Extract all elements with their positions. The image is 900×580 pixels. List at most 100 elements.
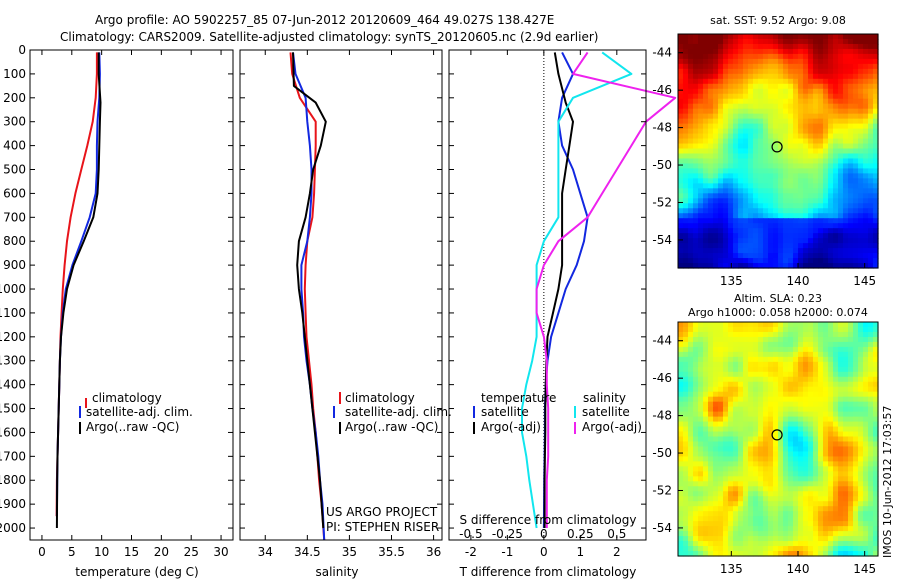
map-cell (783, 83, 789, 90)
map-cell (733, 143, 739, 150)
map-cell (843, 53, 849, 60)
map-cell (753, 218, 759, 224)
map-cell (738, 128, 744, 135)
map-cell (678, 441, 684, 448)
map-cell (813, 208, 819, 214)
map-ytick-label: -48 (652, 409, 672, 423)
map-cell (848, 248, 854, 254)
map-cell (783, 471, 789, 477)
map-ytick-label: -52 (652, 195, 672, 209)
map-cell (688, 521, 694, 527)
map-cell (833, 78, 839, 85)
map-cell (743, 401, 749, 408)
map-cell (823, 163, 829, 170)
map-cell (698, 88, 704, 95)
map-cell (798, 331, 804, 338)
map-cell (783, 108, 789, 115)
map-cell (763, 536, 769, 542)
map-cell (848, 526, 854, 532)
map-cell (733, 108, 739, 115)
map-cell (858, 103, 864, 110)
map-cell (783, 258, 789, 264)
map-cell (793, 436, 799, 443)
map-cell (753, 421, 759, 428)
map-cell (858, 248, 864, 254)
xtick-label: 20 (154, 545, 169, 559)
map-cell (843, 511, 849, 517)
map-cell (778, 386, 784, 393)
map-cell (813, 486, 819, 492)
map-cell (803, 83, 809, 90)
map-cell (708, 326, 714, 333)
legend-label-temp-argo: Argo(-adj) (481, 420, 541, 434)
map-cell (818, 148, 824, 155)
salinity-xlabel: salinity (315, 565, 358, 579)
map-cell (713, 93, 719, 100)
map-cell (738, 516, 744, 522)
map-cell (678, 326, 684, 333)
map-cell (718, 431, 724, 438)
map-cell (853, 198, 859, 204)
map-cell (768, 228, 774, 234)
map-cell (693, 391, 699, 398)
legend-title-salinity: salinity (583, 391, 626, 405)
map-cell (768, 351, 774, 358)
map-cell (778, 198, 784, 204)
map-cell (823, 351, 829, 358)
map-cell (728, 153, 734, 160)
map-cell (733, 391, 739, 398)
map-cell (813, 158, 819, 165)
map-cell (768, 93, 774, 100)
map-cell (733, 361, 739, 368)
map-cell (688, 93, 694, 100)
map-cell (838, 83, 844, 90)
map-cell (823, 253, 829, 259)
map-cell (743, 158, 749, 165)
map-cell (758, 346, 764, 353)
map-cell (723, 506, 729, 512)
map-cell (868, 381, 874, 388)
map-cell (798, 168, 804, 175)
map-cell (838, 476, 844, 482)
map-cell (773, 218, 779, 224)
map-cell (848, 83, 854, 90)
map-cell (768, 516, 774, 522)
map-cell (818, 58, 824, 65)
map-cell (758, 168, 764, 175)
map-cell (823, 516, 829, 522)
map-cell (708, 456, 714, 463)
map-cell (703, 551, 709, 557)
map-cell (723, 356, 729, 363)
map-cell (753, 341, 759, 348)
map-cell (873, 123, 879, 130)
map-cell (688, 361, 694, 368)
map-cell (758, 38, 764, 45)
map-cell (783, 133, 789, 140)
map-cell (813, 476, 819, 482)
map-cell (718, 153, 724, 160)
map-cell (728, 178, 734, 184)
map-cell (768, 203, 774, 209)
map-cell (823, 93, 829, 100)
map-cell (723, 471, 729, 477)
map-cell (703, 63, 709, 70)
map-cell (773, 243, 779, 249)
map-cell (733, 93, 739, 100)
map-cell (778, 163, 784, 170)
map-cell (873, 521, 879, 527)
map-cell (763, 63, 769, 70)
map-cell (783, 158, 789, 165)
map-cell (863, 38, 869, 45)
map-cell (713, 233, 719, 239)
map-cell (838, 546, 844, 552)
map-cell (843, 153, 849, 160)
map-cell (758, 173, 764, 179)
map-cell (778, 436, 784, 443)
map-cell (833, 541, 839, 547)
map-cell (818, 441, 824, 448)
map-cell (778, 123, 784, 130)
map-cell (758, 153, 764, 160)
map-cell (808, 253, 814, 259)
map-cell (858, 431, 864, 438)
map-cell (698, 238, 704, 244)
